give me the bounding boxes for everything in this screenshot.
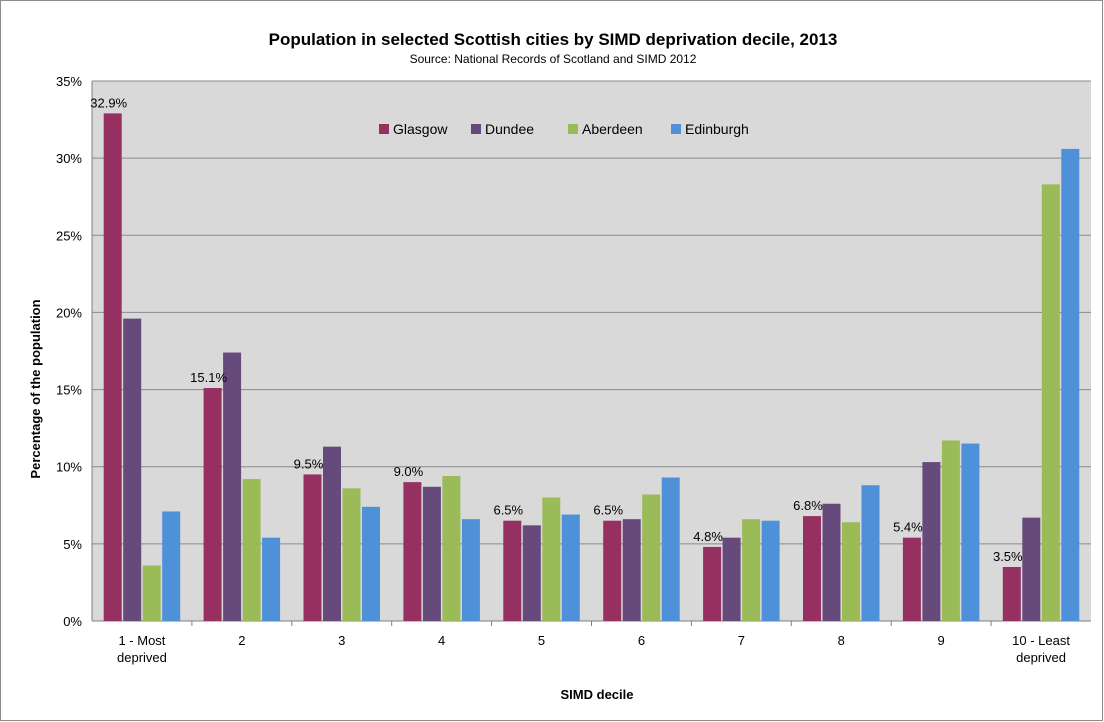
legend-label-dundee: Dundee <box>485 121 534 137</box>
y-tick-label: 15% <box>56 383 82 398</box>
bar-edinburgh <box>362 506 380 621</box>
bar-aberdeen <box>941 440 960 621</box>
bar-edinburgh <box>661 477 680 621</box>
y-tick-label: 35% <box>56 74 82 89</box>
bar-aberdeen <box>742 519 761 621</box>
bar-edinburgh <box>561 514 580 621</box>
x-tick-label: 2 <box>238 633 245 648</box>
legend-label-edinburgh: Edinburgh <box>685 121 749 137</box>
bar-glasgow <box>703 546 722 621</box>
data-label: 32.9% <box>90 95 127 110</box>
bar-edinburgh <box>461 519 480 621</box>
y-tick-label: 30% <box>56 151 82 166</box>
bar-dundee <box>1022 517 1041 621</box>
y-axis-title: Percentage of the population <box>28 299 43 478</box>
data-label: 6.5% <box>493 503 523 518</box>
data-label: 3.5% <box>993 549 1023 564</box>
bar-aberdeen <box>542 497 561 621</box>
data-label: 5.4% <box>893 520 923 535</box>
bar-aberdeen <box>642 494 661 621</box>
bar-dundee <box>622 519 641 621</box>
bar-glasgow <box>303 474 322 621</box>
bar-glasgow <box>103 113 122 622</box>
data-label: 6.5% <box>593 503 623 518</box>
x-axis-title: SIMD decile <box>561 687 634 702</box>
plot-area <box>92 81 1091 621</box>
bar-dundee <box>123 318 142 621</box>
bar-aberdeen <box>842 522 860 621</box>
bar-edinburgh <box>262 537 281 621</box>
bar-dundee <box>722 537 741 621</box>
legend-label-glasgow: Glasgow <box>393 121 448 137</box>
bar-dundee <box>223 352 242 621</box>
bar-glasgow <box>902 537 921 621</box>
data-label: 9.5% <box>294 456 324 471</box>
chart-subtitle: Source: National Records of Scotland and… <box>410 52 697 66</box>
y-tick-label: 25% <box>56 228 82 243</box>
data-label: 9.0% <box>394 464 424 479</box>
bar-aberdeen <box>242 479 261 621</box>
x-tick-label: 7 <box>738 633 745 648</box>
x-tick-label: 1 - Most <box>118 633 165 648</box>
bar-edinburgh <box>162 511 181 621</box>
x-tick-label: 3 <box>338 633 345 648</box>
bar-dundee <box>522 525 541 621</box>
chart-title: Population in selected Scottish cities b… <box>269 30 838 49</box>
bar-glasgow <box>603 520 622 621</box>
bar-glasgow <box>803 516 821 621</box>
y-tick-label: 0% <box>63 614 82 629</box>
legend-swatch-aberdeen <box>568 124 578 134</box>
bar-edinburgh <box>761 520 780 621</box>
data-label: 6.8% <box>793 498 823 513</box>
bar-glasgow <box>1002 567 1021 621</box>
bar-glasgow <box>203 388 222 621</box>
x-tick-label: 4 <box>438 633 445 648</box>
bar-edinburgh <box>961 443 980 621</box>
bar-dundee <box>922 462 941 621</box>
x-tick-label: 8 <box>838 633 845 648</box>
x-tick-label: 6 <box>638 633 645 648</box>
x-tick-label: deprived <box>1016 650 1066 665</box>
legend-swatch-glasgow <box>379 124 389 134</box>
x-tick-label: deprived <box>117 650 167 665</box>
x-tick-label: 9 <box>938 633 945 648</box>
bar-glasgow <box>403 482 422 621</box>
y-tick-label: 5% <box>63 537 82 552</box>
x-tick-label: 5 <box>538 633 545 648</box>
bar-edinburgh <box>861 485 880 621</box>
data-label: 4.8% <box>693 529 723 544</box>
bar-aberdeen <box>142 565 161 621</box>
y-tick-label: 10% <box>56 460 82 475</box>
bar-aberdeen <box>442 475 461 621</box>
bar-aberdeen <box>342 488 361 621</box>
bar-edinburgh <box>1061 148 1080 621</box>
bar-dundee <box>822 503 841 621</box>
bar-dundee <box>323 446 341 621</box>
legend-swatch-edinburgh <box>671 124 681 134</box>
data-label: 15.1% <box>190 370 227 385</box>
x-tick-label: 10 - Least <box>1012 633 1070 648</box>
legend-swatch-dundee <box>471 124 481 134</box>
y-tick-label: 20% <box>56 305 82 320</box>
bar-dundee <box>422 486 441 621</box>
bar-glasgow <box>503 520 522 621</box>
bar-aberdeen <box>1041 184 1060 621</box>
legend-label-aberdeen: Aberdeen <box>582 121 643 137</box>
